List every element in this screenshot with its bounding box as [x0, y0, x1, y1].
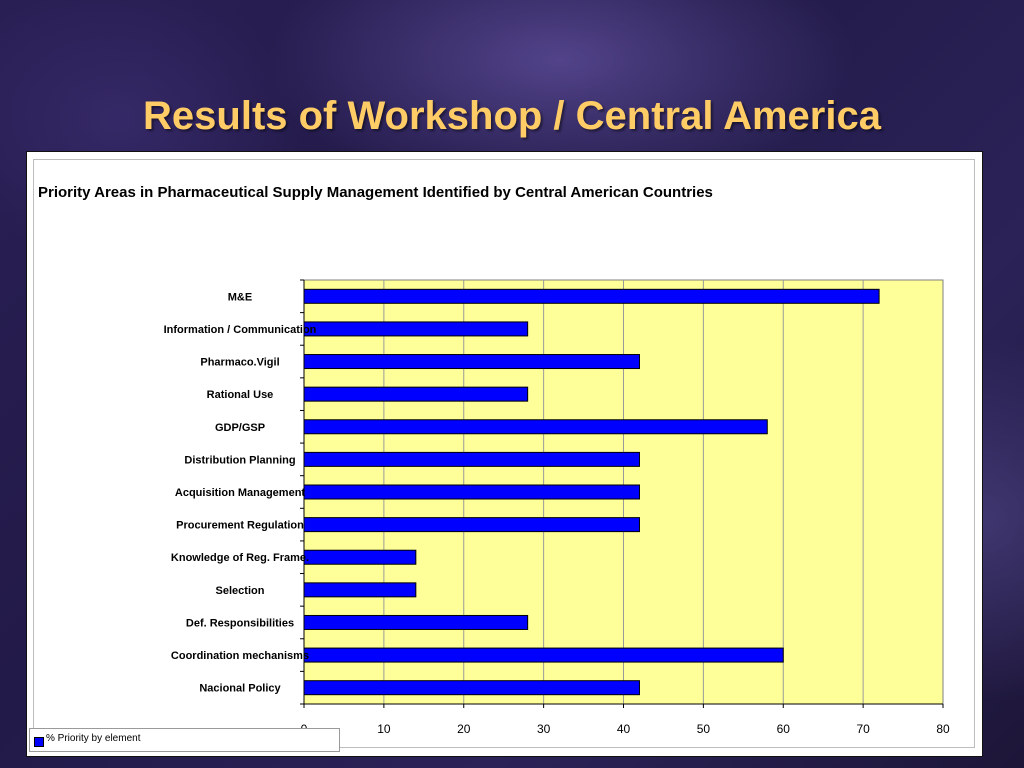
chart-title: Priority Areas in Pharmaceutical Supply … [38, 184, 713, 201]
category-label: M&E [228, 291, 252, 303]
bar [303, 582, 417, 598]
category-label: Rational Use [207, 389, 274, 401]
legend: % Priority by element [29, 728, 340, 752]
legend-label: % Priority by element [46, 733, 141, 744]
slide-title: Results of Workshop / Central America [143, 94, 881, 138]
x-tick-label: 80 [936, 722, 950, 736]
x-tick-label: 50 [697, 722, 711, 736]
x-tick-label: 60 [777, 722, 791, 736]
category-label: Selection [216, 585, 265, 597]
bar [303, 451, 640, 467]
bar [303, 549, 417, 565]
category-label: Def. Responsibilities [186, 617, 294, 629]
category-label: Knowledge of Reg. Frame. [171, 552, 309, 564]
x-tick-label: 20 [457, 722, 471, 736]
bar [303, 517, 640, 533]
bar [303, 680, 640, 696]
bar [303, 614, 529, 630]
category-label: Nacional Policy [199, 683, 281, 695]
category-label: Pharmaco.Vigil [200, 357, 279, 369]
bar [303, 288, 880, 304]
category-label: GDP/GSP [215, 422, 265, 434]
bar [303, 484, 640, 500]
bar [303, 647, 784, 663]
x-tick-label: 70 [856, 722, 870, 736]
category-label: Information / Communication [164, 324, 317, 336]
legend-swatch [34, 737, 44, 747]
category-label: Acquisition Management [175, 487, 306, 499]
category-label: Procurement Regulation [176, 520, 304, 532]
bar [303, 321, 529, 337]
x-tick-label: 10 [377, 722, 391, 736]
bar [303, 419, 768, 435]
bar [303, 354, 640, 370]
category-label: Coordination mechanisms [171, 650, 309, 662]
category-label: Distribution Planning [184, 454, 295, 466]
x-tick-label: 40 [617, 722, 631, 736]
bar [303, 386, 529, 402]
x-tick-label: 30 [537, 722, 551, 736]
